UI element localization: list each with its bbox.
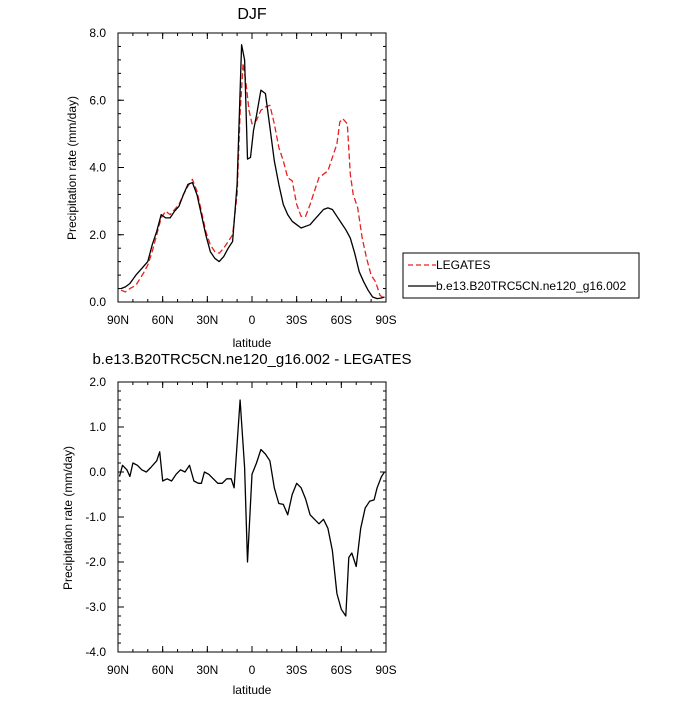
y-tick-label: 6.0 [89,93,106,107]
y-tick-label: -1.0 [85,510,106,524]
bottom-chart-title: b.e13.B20TRC5CN.ne120_g16.002 - LEGATES [92,351,411,368]
x-tick-label: 90N [107,663,129,677]
legend-box [402,252,640,299]
top-chart-title: DJF [237,6,267,23]
y-tick-label: 0.0 [89,295,106,309]
legend-label-legates: LEGATES [436,258,490,272]
y-tick-label: 8.0 [89,26,106,40]
x-tick-label: 90S [375,313,396,327]
x-tick-label: 30S [286,663,307,677]
x-tick-label: 0 [249,663,256,677]
legend: LEGATES b.e13.B20TRC5CN.ne120_g16.002 [402,252,640,299]
x-tick-label: 90N [107,313,129,327]
difference-series-line [118,399,386,617]
y-tick-label: 1.0 [89,420,106,434]
y-tick-label: 2.0 [89,228,106,242]
top-series-lines [120,44,385,300]
x-tick-label: 30N [196,663,218,677]
series-line-legates [120,62,385,300]
bottom-series-lines [118,399,386,617]
y-tick-label: 0.0 [89,465,106,479]
top-x-axis-label: latitude [233,336,272,350]
y-tick-label: 4.0 [89,161,106,175]
x-tick-label: 60S [331,313,352,327]
x-tick-label: 60N [152,313,174,327]
x-tick-label: 30S [286,313,307,327]
bottom-y-axis-label: Precipitation rate (mm/day) [61,446,75,590]
series-line-b-e13-b20trc5cn-ne120-g16-002 [120,44,385,300]
x-tick-label: 60N [152,663,174,677]
bottom-x-axis-label: latitude [233,683,272,697]
x-tick-label: 30N [196,313,218,327]
top-axis-ticks: 90N 60N 30N 0 30S 60S 90S 0.0 2.0 4.0 6.0 8.0 [89,26,396,327]
x-tick-label: 60S [331,663,352,677]
legend-label-model: b.e13.B20TRC5CN.ne120_g16.002 [436,279,626,293]
bottom-plot-frame [117,381,387,653]
x-tick-label: 0 [249,313,256,327]
bottom-panel: b.e13.B20TRC5CN.ne120_g16.002 - LEGATES … [61,351,412,697]
top-plot-frame [117,32,387,303]
y-tick-label: 2.0 [89,375,106,389]
x-tick-label: 90S [375,663,396,677]
y-tick-label: -2.0 [85,555,106,569]
top-panel: DJF latitude Precipitation rate (mm/day)… [65,6,397,350]
y-tick-label: -3.0 [85,600,106,614]
top-y-axis-label: Precipitation rate (mm/day) [65,96,79,240]
y-tick-label: -4.0 [85,645,106,659]
